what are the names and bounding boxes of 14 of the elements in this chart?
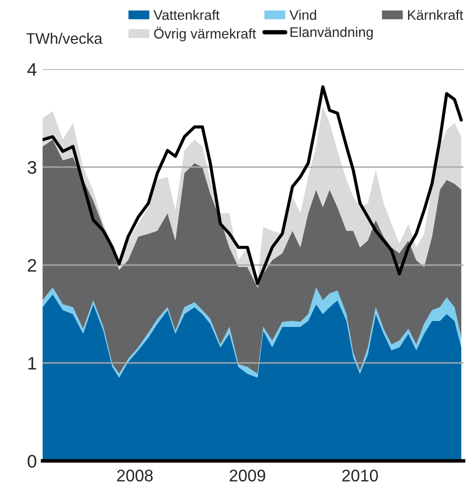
y-tick-label: 2 [28,258,36,272]
x-tick-label: 2009 [230,470,266,482]
x-tick-label: 2010 [342,470,378,482]
y-tick-label: 1 [28,357,36,370]
legend-label: Elanvändning [290,26,373,40]
legend-label: Övrig värmekraft [154,26,256,42]
x-tick-label: 2008 [117,470,153,482]
legend-label: Vind [289,10,316,20]
y-tick-label: 0 [28,454,36,468]
y-tick-label: 3 [28,161,36,174]
y-tick-label: 4 [27,63,36,76]
legend-label: Kärnkraft [408,10,464,20]
y-axis-title: TWh/vecka [26,32,102,44]
legend-label: Vattenkraft [154,10,220,20]
